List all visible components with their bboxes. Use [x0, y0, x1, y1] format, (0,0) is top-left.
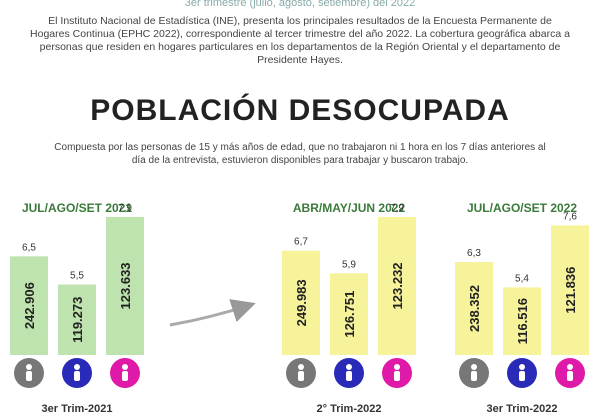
count-label: 242.906: [22, 282, 37, 329]
count-label: 116.516: [515, 298, 530, 344]
title: POBLACIÓN DESOCUPADA: [90, 94, 510, 127]
bar: [330, 273, 368, 355]
bar: [106, 216, 144, 355]
bar: [10, 256, 48, 355]
icon-body: [74, 371, 80, 381]
count-label: 249.983: [294, 279, 309, 326]
bar: [282, 250, 320, 355]
count-label: 119.273: [70, 297, 85, 343]
icon-body: [122, 371, 128, 381]
count-label: 123.232: [390, 262, 405, 309]
x-label: 3er Trim-2021: [42, 403, 113, 415]
icon-head: [567, 364, 573, 370]
value-label: 5,9: [342, 259, 356, 270]
subtitle: 3er trimestre (julio, agosto, setiembre)…: [184, 0, 416, 9]
count-label: 121.836: [563, 267, 578, 314]
icon-body: [471, 371, 477, 381]
icon-body: [26, 371, 32, 381]
bar: [455, 262, 493, 355]
icon-body: [394, 371, 400, 381]
arrow: [169, 299, 256, 327]
value-label: 6,7: [294, 237, 308, 248]
icon-head: [519, 364, 525, 370]
value-label: 7,9: [118, 203, 132, 214]
icon-head: [26, 364, 32, 370]
intro: El Instituto Nacional de Estadística (IN…: [30, 15, 570, 66]
icon-body: [567, 371, 573, 381]
group-title: ABR/MAY/JUN 2022: [293, 201, 406, 215]
icon-body: [519, 371, 525, 381]
description: Compuesta por las personas de 15 y más a…: [54, 142, 546, 166]
icon-body: [346, 371, 352, 381]
count-label: 126.751: [342, 291, 357, 338]
icon-head: [346, 364, 352, 370]
group-title: JUL/AGO/SET 2021: [22, 201, 132, 215]
bar: [58, 284, 96, 355]
icon-head: [74, 364, 80, 370]
icon-head: [298, 364, 304, 370]
bar: [378, 216, 416, 355]
bar: [503, 287, 541, 355]
value-label: 7,9: [390, 203, 404, 214]
value-label: 7,6: [563, 211, 577, 222]
count-label: 238.352: [467, 285, 482, 332]
x-label: 3er Trim-2022: [487, 403, 558, 415]
icon-head: [122, 364, 128, 370]
bar: [551, 225, 589, 355]
value-label: 5,5: [70, 271, 84, 282]
icon-head: [471, 364, 477, 370]
count-label: 123.633: [118, 262, 133, 309]
icon-body: [298, 371, 304, 381]
x-label: 2° Trim-2022: [317, 403, 382, 415]
icon-head: [394, 364, 400, 370]
value-label: 6,5: [22, 242, 36, 253]
value-label: 6,3: [467, 248, 481, 259]
group-title: JUL/AGO/SET 2022: [467, 201, 577, 215]
value-label: 5,4: [515, 273, 529, 284]
